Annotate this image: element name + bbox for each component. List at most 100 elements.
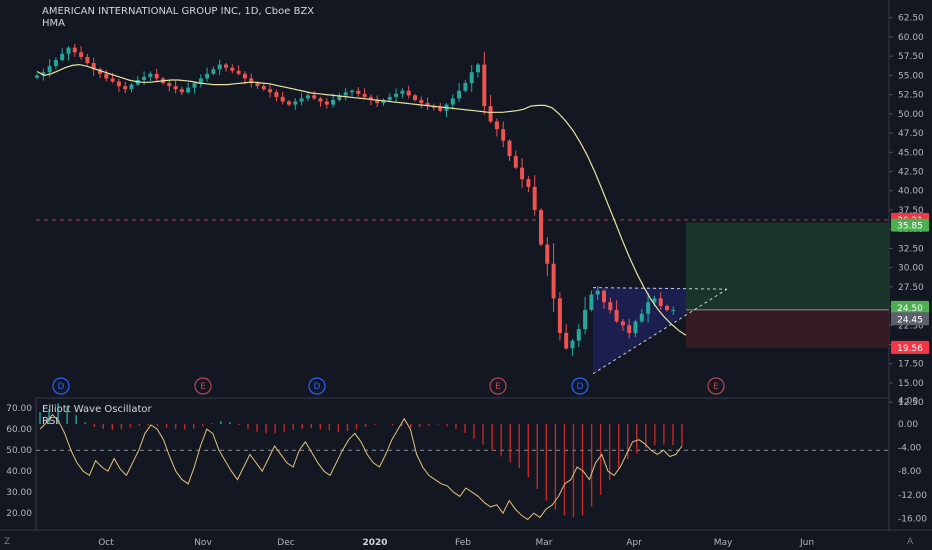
price-tick-label: 22.50 <box>898 321 924 331</box>
time-tick-label: May <box>714 538 733 548</box>
candle-body <box>545 244 550 264</box>
candle-body <box>539 209 543 245</box>
price-tick-label: 45.00 <box>898 148 924 158</box>
candle-body <box>457 90 462 99</box>
price-tick-label: 27.50 <box>898 283 924 293</box>
price-tick-label: 47.50 <box>898 129 924 139</box>
price-tick-label: 12.50 <box>898 398 924 408</box>
candle-body <box>450 98 455 105</box>
candle-body <box>438 107 443 111</box>
candle-body <box>268 89 273 93</box>
candle-body <box>652 298 657 303</box>
candle-body <box>192 83 197 88</box>
candle-body <box>639 313 644 322</box>
price-label-box <box>891 300 929 314</box>
price-label-box <box>891 340 929 354</box>
time-tick-label: Nov <box>194 538 212 548</box>
candle-body <box>507 140 512 157</box>
ewo-tick-label: -12.00 <box>898 491 927 501</box>
candle-body <box>589 294 594 310</box>
candle-body <box>576 329 581 341</box>
candle-body <box>66 47 71 54</box>
price-tick-label: 57.50 <box>898 52 924 62</box>
candle-body <box>337 95 342 100</box>
price-tick-label: 55.00 <box>898 71 924 81</box>
price-label-text: 19.56 <box>897 344 923 354</box>
candle-body <box>167 83 172 87</box>
ewo-tick-label: -8.00 <box>898 467 922 477</box>
candle-body <box>85 56 90 64</box>
candle-body <box>280 96 285 102</box>
time-tick-label: 2020 <box>362 538 387 548</box>
target-zone <box>686 222 889 310</box>
candle-body <box>98 69 102 74</box>
candle-body <box>614 309 619 322</box>
event-marker-label: E <box>713 382 719 392</box>
candle-body <box>255 83 260 87</box>
rsi-tick-label: 20.00 <box>6 509 32 519</box>
candle-body <box>41 72 46 76</box>
candle-body <box>665 306 669 310</box>
candle-body <box>129 84 134 90</box>
ewo-tick-label: 4.00 <box>898 396 918 406</box>
candle-body <box>394 93 399 97</box>
candle-body <box>564 332 569 349</box>
price-tick-label: 60.00 <box>898 33 924 43</box>
candle-body <box>375 99 380 104</box>
time-tick-label: Dec <box>277 538 294 548</box>
price-label-text: 35.85 <box>897 222 923 232</box>
price-tick-label: 32.50 <box>898 244 924 254</box>
rsi-indicator-label: RSI <box>42 416 59 427</box>
event-marker-circle <box>308 377 326 395</box>
timezone-z-button[interactable]: Z <box>4 537 11 547</box>
candle-body <box>318 98 323 102</box>
candle-body <box>249 78 254 84</box>
candle-body <box>148 73 153 77</box>
candle-body <box>104 73 109 79</box>
candle-body <box>324 101 329 105</box>
candle-body <box>123 86 128 90</box>
time-tick-label: Oct <box>98 538 114 548</box>
candle-body <box>658 298 663 307</box>
candle-body <box>242 73 247 79</box>
event-marker-circle <box>52 377 70 395</box>
candle-body <box>520 167 525 180</box>
event-marker-circle <box>707 377 725 395</box>
time-tick-label: Apr <box>626 538 642 548</box>
stop-zone <box>686 309 889 348</box>
candle-body <box>381 99 386 104</box>
candle-body <box>179 89 184 93</box>
event-marker-label: D <box>314 382 321 392</box>
candle-body <box>627 325 632 333</box>
auto-scale-button[interactable]: A <box>907 537 914 547</box>
candle-body <box>110 78 115 82</box>
candle-body <box>646 302 651 314</box>
candle-body <box>671 309 676 311</box>
rsi-tick-label: 60.00 <box>6 425 32 435</box>
candle-body <box>142 76 147 80</box>
candle-body <box>224 64 228 68</box>
candle-body <box>274 92 279 97</box>
candle-body <box>406 90 411 96</box>
candle-body <box>425 103 430 107</box>
rsi-tick-label: 70.00 <box>6 404 32 414</box>
candle-body <box>400 90 405 94</box>
candle-body <box>488 106 493 122</box>
ewo-tick-label: -16.00 <box>898 514 927 524</box>
candle-body <box>299 98 304 102</box>
candle-body <box>368 96 373 100</box>
candle-body <box>47 66 52 73</box>
ewo-indicator-label: Elliott Wave Oscillator <box>42 404 152 415</box>
time-tick-label: Mar <box>536 538 553 548</box>
rsi-tick-label: 40.00 <box>6 467 32 477</box>
price-label-box <box>891 312 929 326</box>
candle-body <box>236 70 241 74</box>
candle-body <box>230 67 235 71</box>
event-marker-label: D <box>577 382 584 392</box>
candle-body <box>570 340 575 349</box>
candle-body <box>312 95 317 99</box>
triangle-upper-line <box>592 287 728 290</box>
candle-body <box>583 309 588 330</box>
event-marker-label: D <box>58 382 65 392</box>
